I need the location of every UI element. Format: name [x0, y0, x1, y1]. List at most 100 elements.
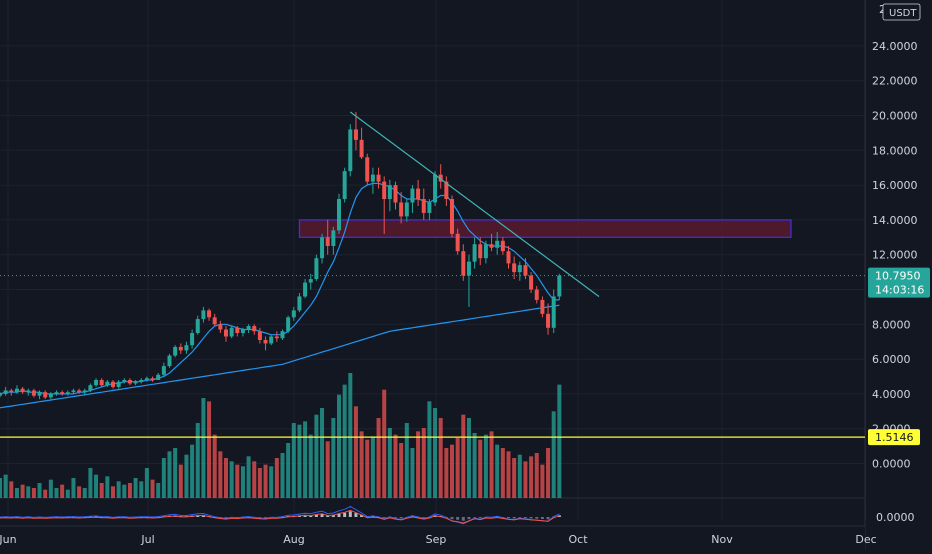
volume-bar [512, 458, 517, 498]
volume-bar [207, 401, 212, 498]
volume-bar [224, 458, 228, 498]
candle-body [218, 324, 223, 330]
hline-price-tag [868, 429, 920, 446]
indicator-pane [0, 505, 561, 525]
candle-body [127, 379, 132, 384]
volume-bar [122, 484, 127, 498]
candle-body [433, 174, 438, 203]
volume-bar [297, 424, 302, 498]
oscillator-bar [512, 517, 516, 519]
volume-bar [88, 468, 93, 498]
volume-bar [20, 484, 25, 498]
candle-body [370, 174, 375, 182]
candle-body [269, 336, 274, 344]
volume-bar [365, 439, 370, 498]
candle-body [48, 393, 53, 398]
moving-average-line [0, 304, 560, 409]
candle-body [43, 392, 48, 398]
candle-body [506, 251, 511, 264]
candle-body [252, 326, 257, 332]
volume-bar [404, 423, 409, 498]
volume-bar [410, 448, 415, 498]
oscillator-bar [467, 517, 471, 520]
candle-body [523, 265, 528, 276]
volume-bar [444, 448, 449, 498]
candle-body [54, 392, 59, 394]
oscillator-bar [314, 514, 318, 517]
time-label: Aug [283, 533, 304, 546]
candle-body [353, 129, 358, 140]
candle-body [461, 251, 466, 276]
time-axis[interactable]: Jun Jul Aug Sep Oct Nov Dec [0, 527, 877, 550]
volume-bar [478, 439, 483, 498]
oscillator-bar [523, 517, 527, 518]
volume-bar [161, 458, 166, 498]
candle-body [331, 230, 336, 246]
volume-bar [235, 464, 240, 498]
volume-bar [3, 474, 8, 498]
candle-body [410, 188, 415, 203]
volume-bar [438, 418, 443, 498]
volume-bar [94, 474, 99, 498]
volume-bar [495, 444, 500, 498]
volume-bar [325, 441, 330, 498]
candle-body [534, 289, 539, 300]
candle-body [212, 317, 217, 325]
volume-bar [77, 486, 82, 498]
volume-bar [534, 453, 539, 498]
oscillator-bar [303, 514, 307, 517]
oscillator-bar [201, 515, 205, 517]
candle-body [99, 379, 104, 386]
candle-body [0, 393, 2, 396]
volume-bar [54, 488, 59, 498]
volume-bar [116, 481, 121, 498]
candle-body [314, 258, 319, 280]
candle-body [65, 392, 70, 394]
volume-bar [551, 411, 556, 498]
candle-body [393, 185, 398, 203]
volume-bar [500, 448, 505, 498]
volume-bar [65, 489, 70, 498]
volume-bar [60, 484, 65, 498]
candle-body [144, 378, 149, 380]
oscillator-bar [422, 517, 426, 518]
volume-bar [291, 423, 296, 498]
grid [0, 0, 867, 550]
candle-body [9, 390, 14, 393]
volume-bar [483, 434, 488, 498]
volume-bar [523, 461, 528, 498]
volume-bar [167, 451, 172, 498]
oscillator-bar [382, 517, 386, 518]
oscillator-bar [540, 517, 544, 520]
price-tick-label: 20.0000 [872, 110, 918, 123]
trendline[interactable] [349, 111, 600, 297]
candle-body [88, 385, 93, 391]
volume-bar [320, 408, 325, 498]
volume-bar [359, 431, 364, 498]
candle-body [427, 202, 432, 213]
price-axis[interactable]: 24.000022.000020.000018.000016.000014.00… [866, 0, 932, 550]
oscillator-bar [88, 516, 92, 518]
trendline-line [349, 111, 600, 297]
candle-body [551, 296, 556, 328]
volume-bar [139, 481, 144, 498]
candle-body [416, 188, 421, 200]
candle-body [3, 390, 8, 394]
time-label: Sep [426, 533, 447, 546]
volume-bar [201, 398, 206, 498]
resistance-zone[interactable] [298, 219, 792, 238]
countdown-label: 14:03:16 [875, 284, 924, 297]
volume-bar [387, 428, 392, 498]
volume-bar [144, 468, 149, 498]
volume-bar [240, 466, 245, 498]
volume-bar [472, 433, 477, 498]
volume-bar [246, 456, 251, 498]
oscillator-bar [348, 511, 352, 517]
volume-bar [0, 478, 2, 498]
candle-body [60, 392, 65, 394]
candle-body [167, 355, 172, 367]
volume-bar [286, 443, 291, 498]
candle-body [37, 392, 42, 396]
